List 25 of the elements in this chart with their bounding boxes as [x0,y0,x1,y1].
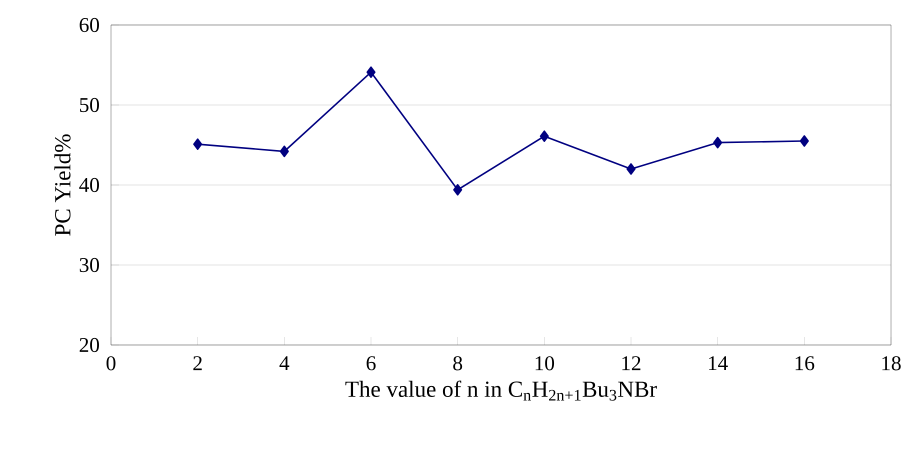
y-tick-label: 40 [79,178,100,192]
x-axis-title: The value of n in C$_{n}$H$_{2n+1}$Bu$_{3}$NBr [345,380,657,401]
point [193,138,202,150]
point [280,146,289,158]
y-axis-title: PC Yield% [54,134,71,236]
y-tick-label: 20 [80,338,100,352]
y-tick-label: 30 [80,258,100,272]
x-tick-label: 16 [796,356,814,370]
point [540,130,549,142]
x-tick-label: 18 [882,356,901,370]
point [713,136,722,148]
x-tick-label: 8 [453,356,462,370]
x-tick-label: 2 [193,356,202,370]
x-tick-label: 4 [279,356,290,370]
x-tick-label: 10 [536,356,554,370]
point [366,66,376,78]
x-tick-label: 12 [622,356,640,370]
point [626,163,636,175]
x-tick-label: 14 [709,356,728,370]
x-tick-label: 6 [366,356,376,370]
y-tick-label: 50 [80,98,100,112]
y-tick-label: 60 [80,18,100,32]
point [453,184,462,196]
point [800,135,809,147]
x-tick-label: 0 [106,356,116,370]
